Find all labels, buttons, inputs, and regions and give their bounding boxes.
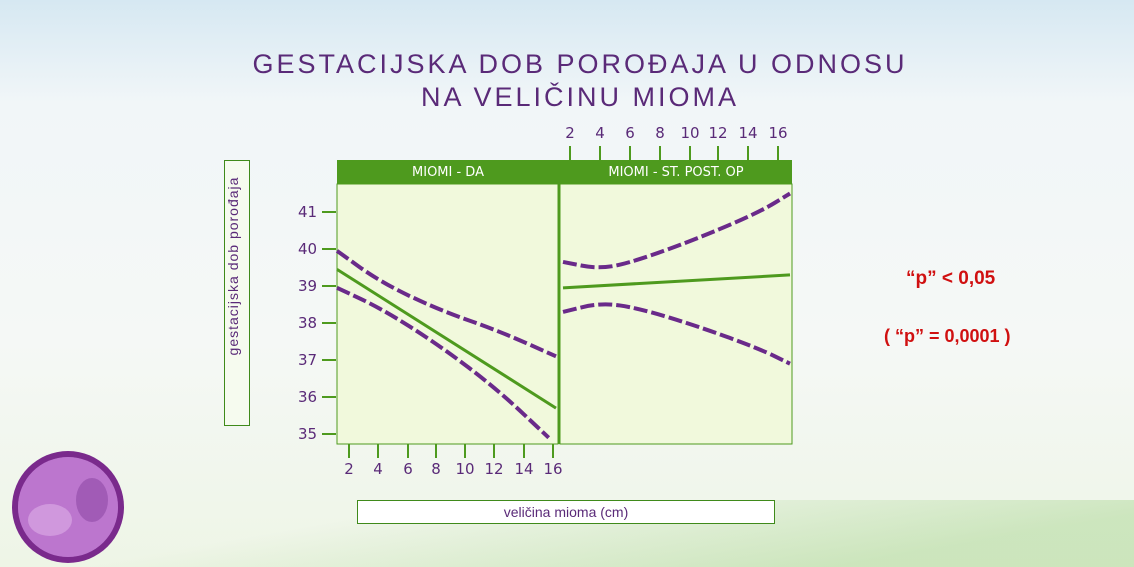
p-value-text: “p” < 0,05 [906, 268, 996, 289]
fetus-image [12, 451, 124, 563]
x-tick-label-bottom: 14 [514, 460, 533, 478]
y-tick-label: 40 [298, 240, 317, 258]
x-tick-label-top: 8 [655, 124, 665, 142]
x-tick-label-top: 4 [595, 124, 605, 142]
confidence-band-line [562, 302, 791, 366]
x-tick-label-bottom: 6 [403, 460, 413, 478]
y-tick-label: 41 [298, 203, 317, 221]
y-tick-label: 37 [298, 351, 317, 369]
p-value-exact: ( “p” = 0,0001 ) [884, 326, 1011, 346]
confidence-band-line [562, 191, 792, 270]
x-tick-label-top: 14 [738, 124, 757, 142]
x-tick-label-top: 10 [680, 124, 699, 142]
x-tick-label-bottom: 4 [373, 460, 383, 478]
y-tick-label: 36 [298, 388, 317, 406]
x-tick-label-bottom: 12 [484, 460, 503, 478]
right-panel-label: MIOMI - ST. POST. OP [608, 165, 743, 180]
y-tick-label: 39 [298, 277, 317, 295]
chart-title: GESTACIJSKA DOB POROĐAJA U ODNOSU NA VEL… [150, 48, 1010, 114]
chart-title-line1: GESTACIJSKA DOB POROĐAJA U ODNOSU [252, 49, 908, 79]
x-tick-label-top: 2 [565, 124, 575, 142]
x-tick-label-bottom: 16 [543, 460, 562, 478]
confidence-band-line [336, 286, 551, 440]
y-tick-label: 35 [298, 425, 317, 443]
x-axis-label: veličina mioma (cm) [357, 500, 775, 524]
panel-header-bar [337, 160, 792, 184]
regression-line [336, 268, 557, 410]
chart-title-line2: NA VELIČINU MIOMA [420, 82, 740, 112]
x-tick-label-top: 6 [625, 124, 635, 142]
confidence-band-line [335, 249, 557, 359]
y-axis-label-box [224, 160, 250, 426]
regression-line [562, 273, 791, 290]
x-tick-label-bottom: 10 [455, 460, 474, 478]
series-group [335, 191, 792, 440]
x-tick-label-bottom: 8 [431, 460, 441, 478]
right-panel [559, 183, 793, 445]
y-tick-label: 38 [298, 314, 317, 332]
left-panel-label: MIOMI - DA [412, 165, 484, 180]
x-tick-label-top: 12 [708, 124, 727, 142]
x-tick-label-bottom: 2 [344, 460, 354, 478]
x-tick-label-top: 16 [768, 124, 787, 142]
